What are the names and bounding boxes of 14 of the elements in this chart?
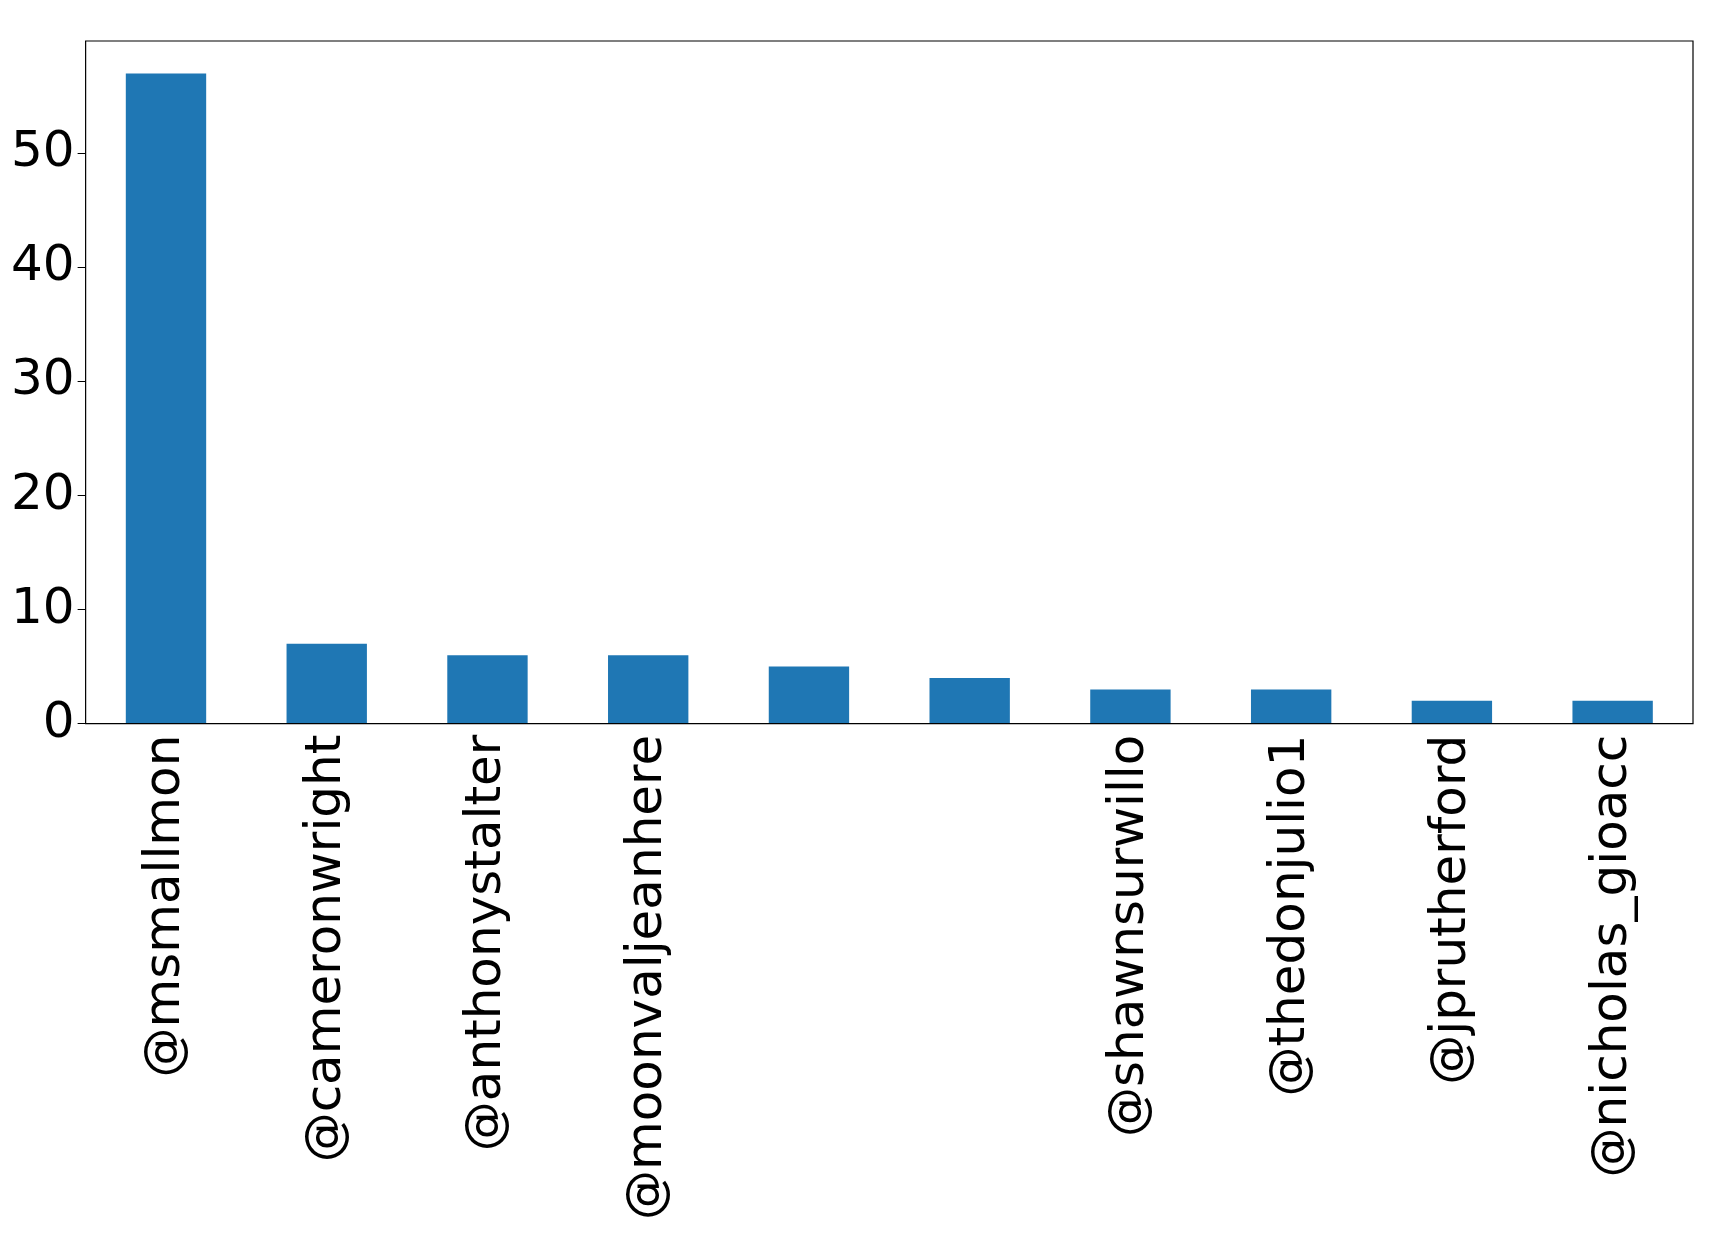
- y-tick-label: 10: [11, 576, 75, 635]
- y-tick-label: 30: [11, 348, 75, 407]
- x-tick-label: @moonvaljeanhere: [615, 734, 674, 1221]
- x-tick-label: @nicholas_gioacc: [1579, 734, 1638, 1178]
- y-tick-label: 20: [11, 462, 75, 521]
- x-tick-label: @jprutherford: [1418, 734, 1477, 1085]
- y-tick-label: 50: [11, 120, 75, 179]
- y-tick-label: 0: [42, 690, 75, 749]
- x-tick-label: @shawnsurwillo: [1097, 734, 1156, 1138]
- x-tick-label: @anthonystalter: [454, 734, 513, 1152]
- y-tick-label: 40: [11, 234, 75, 293]
- x-tick-label: @thedonjulio1: [1258, 734, 1317, 1097]
- x-tick-label: @cameronwright: [293, 734, 352, 1163]
- x-tick-label: @msmallmon: [132, 734, 191, 1078]
